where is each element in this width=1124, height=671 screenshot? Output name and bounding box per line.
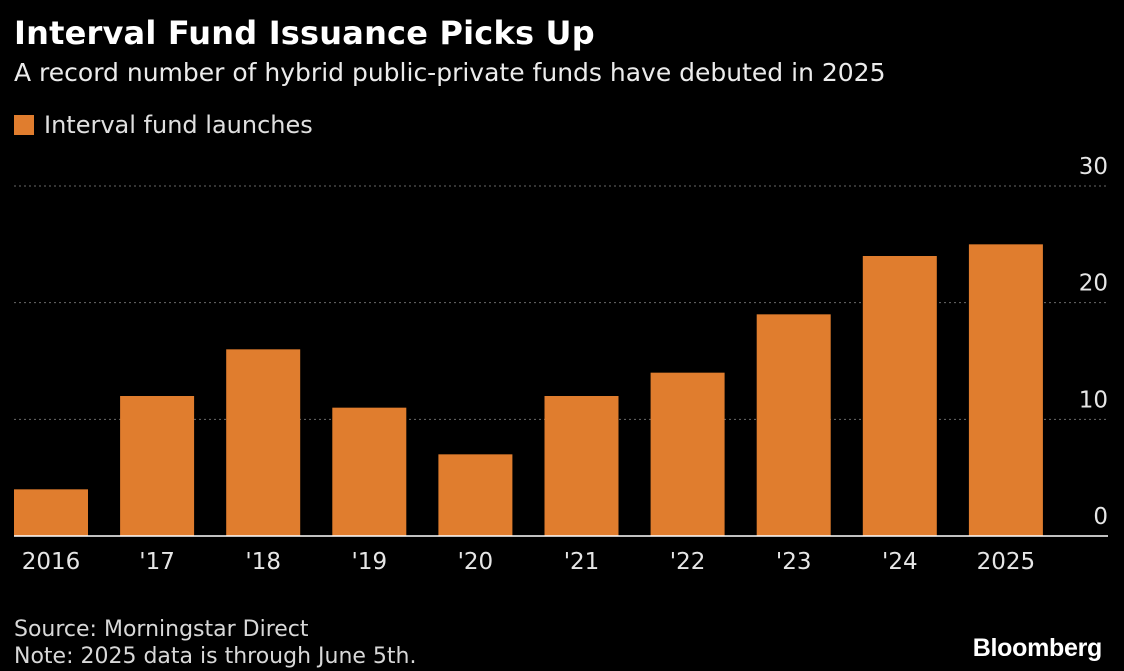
x-tick-label: '18 (245, 549, 281, 575)
bar (120, 396, 195, 536)
bar (544, 396, 619, 536)
x-tick-label: 2016 (22, 549, 81, 575)
y-tick-label: 0 (1093, 504, 1108, 530)
chart-title: Interval Fund Issuance Picks Up (14, 14, 595, 52)
y-tick-label: 20 (1079, 271, 1108, 297)
legend-label: Interval fund launches (44, 111, 313, 139)
note-text: Note: 2025 data is through June 5th. (14, 644, 417, 669)
chart-subtitle: A record number of hybrid public-private… (14, 58, 886, 87)
y-tick-label: 30 (1079, 154, 1108, 180)
bar (756, 314, 831, 536)
source-text: Source: Morningstar Direct (14, 617, 309, 642)
x-tick-label: '21 (564, 549, 600, 575)
y-tick-label: 10 (1079, 387, 1108, 413)
x-tick-label: '19 (352, 549, 388, 575)
x-tick-label: '17 (139, 549, 175, 575)
x-tick-label: '23 (776, 549, 812, 575)
x-tick-label: '24 (882, 549, 918, 575)
bar (226, 349, 301, 536)
bar (438, 454, 513, 536)
bar (862, 256, 937, 536)
bar (650, 372, 725, 536)
x-tick-label: 2025 (977, 549, 1036, 575)
legend: Interval fund launches (14, 111, 313, 139)
bar (332, 407, 407, 536)
x-tick-label: '22 (670, 549, 706, 575)
bloomberg-logo: Bloomberg (972, 634, 1103, 662)
bar (968, 244, 1043, 537)
bar (14, 489, 88, 536)
x-tick-label: '20 (458, 549, 494, 575)
legend-swatch (14, 115, 34, 135)
